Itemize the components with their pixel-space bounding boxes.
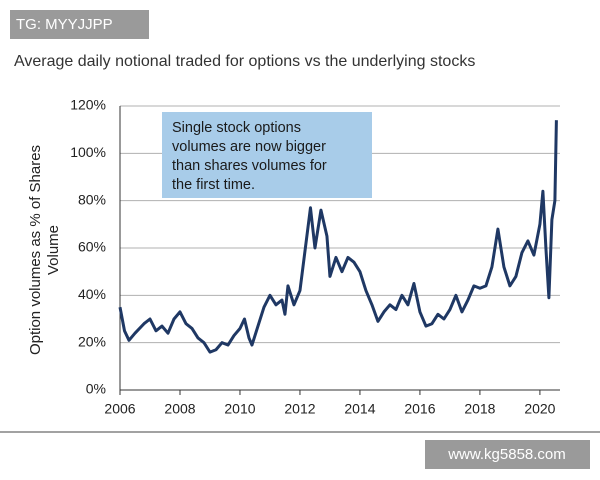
annotation-text: volumes are now bigger bbox=[172, 139, 326, 155]
watermark-box bbox=[10, 10, 149, 39]
x-tick-label: 2008 bbox=[164, 401, 195, 417]
x-tick-label: 2012 bbox=[284, 401, 315, 417]
y-tick-label: 0% bbox=[86, 381, 106, 397]
annotation-box bbox=[162, 112, 372, 198]
annotation-text: than shares volumes for bbox=[172, 158, 327, 174]
y-tick-label: 60% bbox=[78, 239, 106, 255]
y-tick-label: 100% bbox=[70, 144, 106, 160]
y-tick-label: 120% bbox=[70, 97, 106, 113]
y-axis-label: Option volumes as % of Shares bbox=[27, 145, 44, 355]
x-tick-label: 2014 bbox=[344, 401, 375, 417]
x-tick-label: 2018 bbox=[464, 401, 495, 417]
x-tick-label: 2016 bbox=[404, 401, 435, 417]
x-tick-label: 2020 bbox=[524, 401, 555, 417]
data-line bbox=[118, 120, 558, 354]
annotation-text: Single stock options bbox=[172, 120, 301, 136]
watermark-top: TG: MYYJJPP bbox=[16, 16, 113, 33]
y-tick-label: 80% bbox=[78, 191, 106, 207]
chart-title: Average daily notional traded for option… bbox=[14, 53, 475, 70]
annotation-text: the first time. bbox=[172, 177, 255, 193]
x-tick-label: 2006 bbox=[104, 401, 135, 417]
y-tick-label: 20% bbox=[78, 333, 106, 349]
watermark-bottom: www.kg5858.com bbox=[447, 446, 566, 463]
y-axis-label: Volume bbox=[45, 225, 62, 275]
x-tick-label: 2010 bbox=[224, 401, 255, 417]
watermark-box bbox=[425, 440, 590, 469]
y-tick-label: 40% bbox=[78, 286, 106, 302]
